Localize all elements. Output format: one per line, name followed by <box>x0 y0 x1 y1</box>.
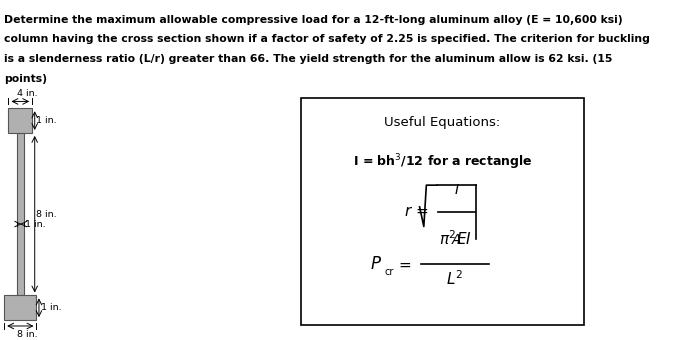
Text: $=$: $=$ <box>396 256 412 271</box>
Bar <box>4 295 36 320</box>
Text: 1 in.: 1 in. <box>41 303 62 312</box>
Text: Determine the maximum allowable compressive load for a 12-ft-long aluminum alloy: Determine the maximum allowable compress… <box>4 15 623 25</box>
Bar <box>8 108 32 133</box>
Text: 4 in.: 4 in. <box>17 89 38 99</box>
Text: $\pi^2 EI$: $\pi^2 EI$ <box>439 230 472 248</box>
Text: 8 in.: 8 in. <box>17 330 38 339</box>
Text: $r$ =: $r$ = <box>405 204 428 219</box>
Text: $P$: $P$ <box>370 255 382 273</box>
Text: cr: cr <box>384 267 393 277</box>
Text: is a slenderness ratio (L/r) greater than 66. The yield strength for the aluminu: is a slenderness ratio (L/r) greater tha… <box>4 54 612 64</box>
Text: $L^2$: $L^2$ <box>447 269 464 288</box>
Text: 1 in.: 1 in. <box>36 116 57 125</box>
Text: 1 in.: 1 in. <box>25 220 46 228</box>
Text: $I$: $I$ <box>454 183 459 197</box>
Text: points): points) <box>4 74 47 84</box>
FancyBboxPatch shape <box>300 99 584 325</box>
Text: $A$: $A$ <box>451 234 462 248</box>
Bar <box>18 133 24 295</box>
Text: Useful Equations:: Useful Equations: <box>384 116 500 129</box>
Text: column having the cross section shown if a factor of safety of 2.25 is specified: column having the cross section shown if… <box>4 34 650 45</box>
Text: 8 in.: 8 in. <box>36 210 57 219</box>
Text: I = bh$^3$/12 for a rectangle: I = bh$^3$/12 for a rectangle <box>353 153 533 172</box>
